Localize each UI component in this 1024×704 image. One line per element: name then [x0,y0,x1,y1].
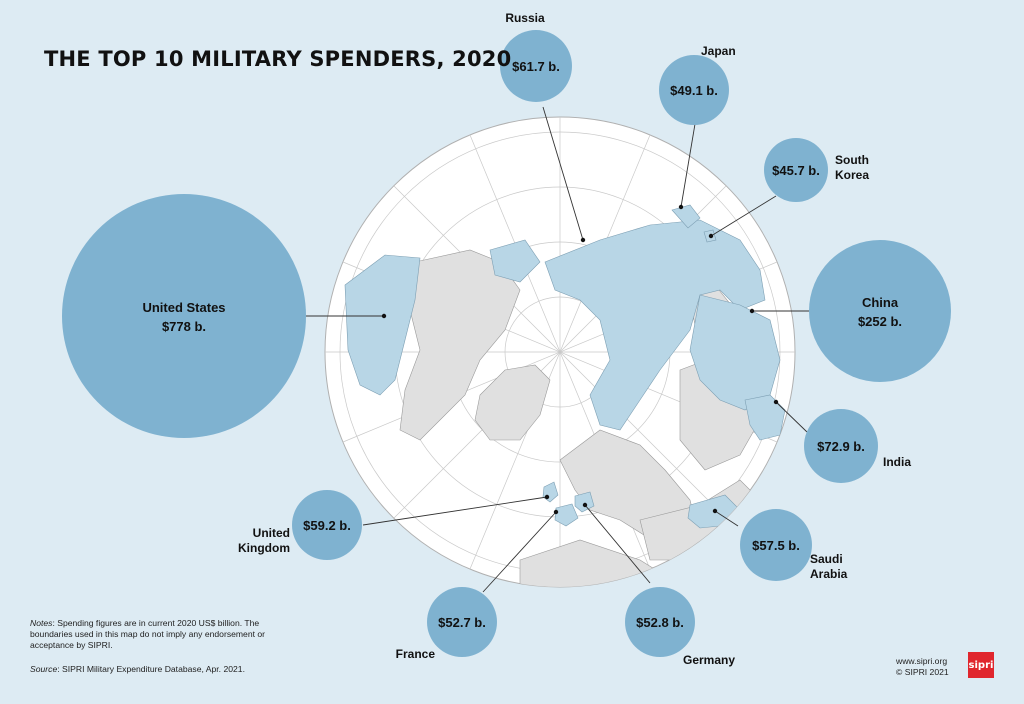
france-amount-label: $52.7 b. [438,615,486,630]
source-line: Source: SIPRI Military Expenditure Datab… [30,664,290,675]
greenland-shape [474,364,551,441]
usa-amount-label: $778 b. [162,319,206,334]
notes-text: : Spending figures are in current 2020 U… [30,618,266,650]
page-title: THE TOP 10 MILITARY SPENDERS, 2020 [44,47,512,71]
usa-bubble-group: United States $778 b. [62,194,306,438]
japan-shape [671,204,701,229]
saudi-amount-label: $57.5 b. [752,538,800,553]
france-bubble [427,587,497,657]
source-text: : SIPRI Military Expenditure Database, A… [57,664,245,674]
russia-bubble-group: $61.7 b. [500,30,572,102]
china-amount-label: $252 b. [858,314,902,329]
korea-country-name-line: Korea [835,168,869,182]
uk-bubble-group: $59.2 b. [292,490,362,560]
china-bubble-group: China $252 b. [809,240,951,382]
japan-country-name-line: Japan [701,44,736,58]
korea-bubble-group: $45.7 b. [764,138,828,202]
credit-block: www.sipri.org © SIPRI 2021 [896,656,949,678]
usa-bubble [62,194,306,438]
highlighted-countries [344,204,786,529]
india-amount-label: $72.9 b. [817,439,865,454]
globe [324,116,796,588]
saudi-country-name-line: Arabia [810,567,848,581]
uk-country-name-line: Kingdom [238,541,290,555]
germany-country-name-line: Germany [683,653,735,667]
korea-country-name-line: South [835,153,869,167]
russia-bubble [500,30,572,102]
germany-bubble-group: $52.8 b. [625,587,695,657]
leader-lines [304,106,810,593]
france-country-name-line: France [396,647,436,661]
france-bubble-group: $52.7 b. [427,587,497,657]
source-label: Source [30,664,58,674]
germany-amount-label: $52.8 b. [636,615,684,630]
usa-name-label: United States [142,300,225,315]
china-name-label: China [862,295,899,310]
korea-bubble [764,138,828,202]
korea-amount-label: $45.7 b. [772,163,820,178]
uk-country-name-line: United [253,526,290,540]
notes-label: Notes [30,618,53,628]
china-bubble [809,240,951,382]
russia-country-name-line: Russia [505,11,545,25]
japan-bubble-group: $49.1 b. [659,55,729,125]
japan-bubble [659,55,729,125]
russia-shape [544,219,766,431]
saudi-country-name-line: Saudi [810,552,843,566]
russia-amount-label: $61.7 b. [512,59,560,74]
saudi-bubble [740,509,812,581]
france-shape [554,503,579,527]
india-country-name-line: India [883,455,911,469]
spending-bubbles: United States $778 b. China $252 b. $72.9 b.… [62,30,951,657]
alaska-shape [489,239,541,283]
india-bubble-group: $72.9 b. [804,409,878,483]
uk-amount-label: $59.2 b. [303,518,351,533]
uk-bubble [292,490,362,560]
credit-url[interactable]: www.sipri.org [896,656,948,666]
leader-dots [381,204,779,515]
sipri-logo: sipri [968,652,994,678]
credit-copyright: © SIPRI 2021 [896,667,949,677]
saudi-bubble-group: $57.5 b. [740,509,812,581]
japan-amount-label: $49.1 b. [670,83,718,98]
india-bubble [804,409,878,483]
germany-bubble [625,587,695,657]
usa-shape [344,254,421,396]
notes-block: Notes: Spending figures are in current 2… [30,618,290,675]
